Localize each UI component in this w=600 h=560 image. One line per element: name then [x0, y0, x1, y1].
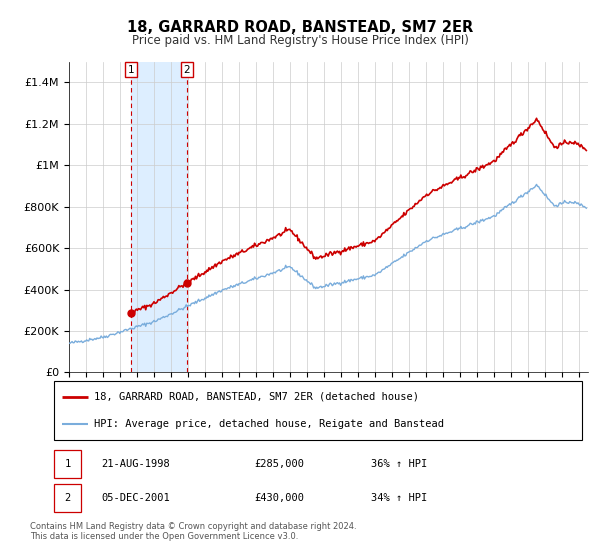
Text: 18, GARRARD ROAD, BANSTEAD, SM7 2ER (detached house): 18, GARRARD ROAD, BANSTEAD, SM7 2ER (det…	[94, 391, 419, 402]
FancyBboxPatch shape	[54, 381, 582, 440]
Text: £430,000: £430,000	[254, 493, 305, 503]
Text: 34% ↑ HPI: 34% ↑ HPI	[371, 493, 427, 503]
Text: 2: 2	[65, 493, 71, 503]
Text: 1: 1	[65, 459, 71, 469]
Text: 2: 2	[184, 65, 190, 75]
FancyBboxPatch shape	[54, 484, 82, 512]
Text: 36% ↑ HPI: 36% ↑ HPI	[371, 459, 427, 469]
FancyBboxPatch shape	[54, 450, 82, 478]
Text: 05-DEC-2001: 05-DEC-2001	[101, 493, 170, 503]
Text: HPI: Average price, detached house, Reigate and Banstead: HPI: Average price, detached house, Reig…	[94, 419, 443, 429]
Text: Contains HM Land Registry data © Crown copyright and database right 2024.
This d: Contains HM Land Registry data © Crown c…	[30, 522, 356, 542]
Text: Price paid vs. HM Land Registry's House Price Index (HPI): Price paid vs. HM Land Registry's House …	[131, 34, 469, 46]
Text: 1: 1	[128, 65, 134, 75]
Text: £285,000: £285,000	[254, 459, 305, 469]
Bar	[131, 62, 187, 372]
Text: 18, GARRARD ROAD, BANSTEAD, SM7 2ER: 18, GARRARD ROAD, BANSTEAD, SM7 2ER	[127, 20, 473, 35]
Text: 21-AUG-1998: 21-AUG-1998	[101, 459, 170, 469]
